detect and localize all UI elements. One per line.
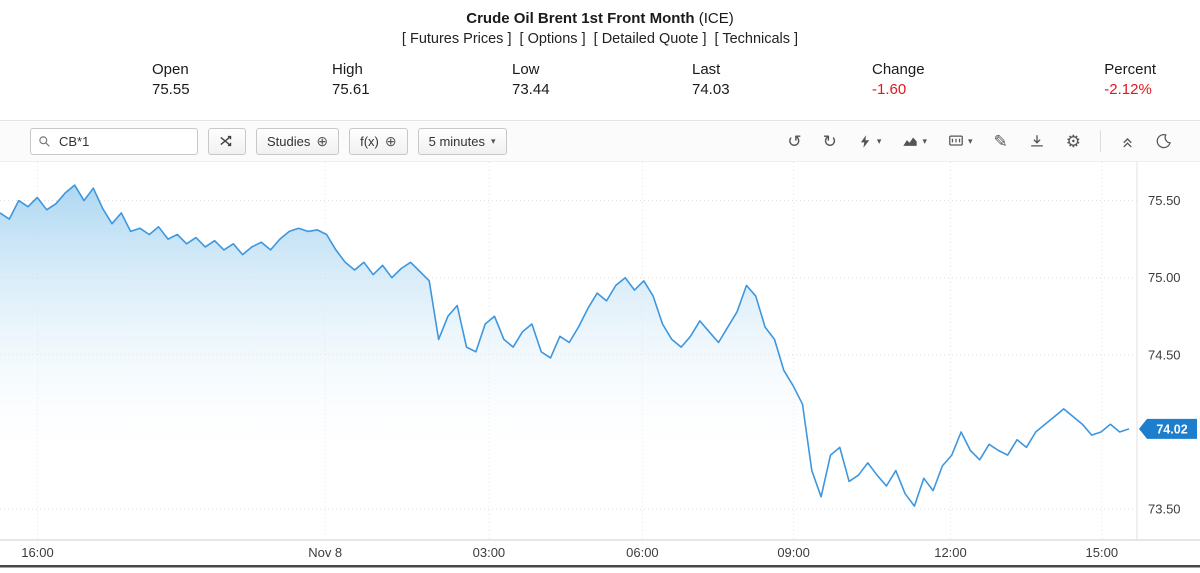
quote-row: Open 75.55 High 75.61 Low 73.44 Last 74.… xyxy=(0,50,1200,100)
caret-down-icon: ▾ xyxy=(876,135,882,146)
quote-label: High xyxy=(332,61,363,78)
quote-value-negative: -2.12% xyxy=(1104,81,1152,98)
events-dropdown[interactable]: ▾ xyxy=(856,132,884,151)
svg-text:73.50: 73.50 xyxy=(1148,502,1181,517)
caret-down-icon: ▾ xyxy=(922,135,927,146)
chart-area: 75.50 75.00 74.50 73.50 16:00 Nov 8 03:00 06:00… xyxy=(0,162,1200,568)
quote-open: Open 75.55 xyxy=(152,60,332,100)
quote-label: Low xyxy=(512,61,540,78)
quote-last: Last 74.03 xyxy=(692,60,872,100)
quote-nav: [ Futures Prices ] [ Options ] [ Detaile… xyxy=(0,29,1200,50)
area-chart-icon xyxy=(903,137,918,146)
svg-text:74.02: 74.02 xyxy=(1156,422,1187,436)
views-dropdown[interactable]: ▾ xyxy=(946,131,975,151)
quote-low: Low 73.44 xyxy=(512,60,692,100)
chart-toolbar: Studies ⊕ f(x) ⊕ 5 minutes ▾ ↺ ↻ ▾ ▾ xyxy=(0,120,1200,162)
quote-value: 75.61 xyxy=(332,81,370,98)
chevrons-up-icon xyxy=(1123,137,1132,147)
redo-icon: ↻ xyxy=(822,131,837,151)
studies-label: Studies xyxy=(267,133,311,149)
symbol-search[interactable] xyxy=(30,127,198,155)
svg-text:06:00: 06:00 xyxy=(626,545,659,560)
quote-value: 73.44 xyxy=(512,81,550,98)
undo-button[interactable]: ↺ xyxy=(785,131,803,152)
toolbar-right-group: ↺ ↻ ▾ ▾ ▾ ✎ xyxy=(785,130,1174,152)
exchange-label: (ICE) xyxy=(698,10,734,27)
moon-icon xyxy=(1156,134,1171,149)
settings-button[interactable]: ⚙ xyxy=(1064,131,1083,152)
symbol-input[interactable] xyxy=(57,132,190,150)
undo-icon: ↺ xyxy=(787,131,802,151)
svg-text:15:00: 15:00 xyxy=(1086,545,1119,560)
svg-text:09:00: 09:00 xyxy=(777,545,810,560)
link-detailed-quote[interactable]: [ Detailed Quote ] xyxy=(593,31,707,47)
quote-value: 74.03 xyxy=(692,81,730,98)
link-technicals[interactable]: [ Technicals ] xyxy=(714,31,799,47)
lightning-icon xyxy=(860,134,870,148)
redo-button[interactable]: ↻ xyxy=(821,131,839,152)
fx-button[interactable]: f(x) ⊕ xyxy=(349,127,408,155)
collapse-toolbar-button[interactable] xyxy=(1118,132,1137,151)
quote-label: Last xyxy=(692,61,721,78)
quote-change: Change -1.60 xyxy=(872,60,1052,100)
price-chart[interactable]: 75.50 75.00 74.50 73.50 16:00 Nov 8 03:00 06:00… xyxy=(0,162,1200,568)
plus-circle-icon: ⊕ xyxy=(316,133,329,149)
svg-text:74.50: 74.50 xyxy=(1148,347,1181,362)
quote-value: 75.55 xyxy=(152,81,190,98)
svg-text:Nov 8: Nov 8 xyxy=(308,545,342,560)
quote-label: Change xyxy=(872,61,925,78)
views-icon xyxy=(949,135,963,146)
caret-down-icon: ▾ xyxy=(491,135,496,146)
theme-toggle-button[interactable] xyxy=(1154,131,1174,151)
compare-button[interactable] xyxy=(208,127,246,155)
compare-icon xyxy=(220,135,232,147)
toolbar-divider xyxy=(1100,130,1101,152)
interval-label: 5 minutes xyxy=(428,133,485,149)
interval-dropdown[interactable]: 5 minutes ▾ xyxy=(417,127,507,155)
caret-down-icon: ▾ xyxy=(967,135,973,146)
instrument-name: Crude Oil Brent 1st Front Month xyxy=(466,10,695,27)
svg-text:75.00: 75.00 xyxy=(1148,270,1181,285)
gear-icon: ⚙ xyxy=(1065,131,1081,151)
chart-type-dropdown[interactable]: ▾ xyxy=(900,131,929,151)
svg-text:12:00: 12:00 xyxy=(934,545,967,560)
svg-text:16:00: 16:00 xyxy=(21,545,54,560)
svg-text:03:00: 03:00 xyxy=(473,545,506,560)
fx-label: f(x) xyxy=(360,133,379,149)
download-button[interactable] xyxy=(1027,131,1047,151)
plus-circle-icon: ⊕ xyxy=(384,133,397,149)
svg-text:75.50: 75.50 xyxy=(1148,193,1181,208)
link-futures-prices[interactable]: [ Futures Prices ] xyxy=(401,31,512,47)
search-icon xyxy=(39,135,50,147)
quote-label: Open xyxy=(152,61,189,78)
link-options[interactable]: [ Options ] xyxy=(519,31,586,47)
pencil-icon: ✎ xyxy=(993,131,1008,151)
download-icon xyxy=(1030,135,1043,147)
quote-value-negative: -1.60 xyxy=(872,81,907,98)
quote-header: Crude Oil Brent 1st Front Month (ICE) [ … xyxy=(0,0,1200,120)
page-title: Crude Oil Brent 1st Front Month (ICE) xyxy=(0,8,1200,29)
studies-button[interactable]: Studies ⊕ xyxy=(256,127,340,155)
quote-percent: Percent -2.12% xyxy=(1104,60,1156,100)
quote-label: Percent xyxy=(1104,61,1156,78)
quote-high: High 75.61 xyxy=(332,60,512,100)
draw-button[interactable]: ✎ xyxy=(992,131,1010,152)
